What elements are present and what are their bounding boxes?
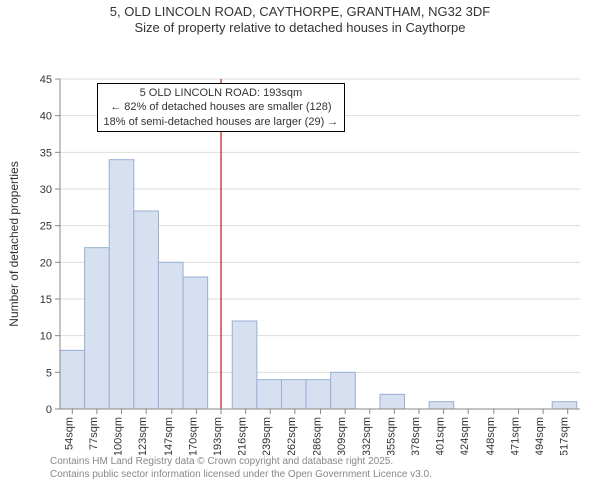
x-tick-label: 471sqm (509, 417, 521, 455)
x-tick-label: 309sqm (336, 417, 348, 455)
histogram-chart: 0 5 10 15 20 25 30 35 40 45 54sqm 77sqm 100sqm 123sqm… (0, 35, 600, 455)
y-tick-label: 25 (40, 221, 52, 233)
annotation-line-2: ← 82% of detached houses are smaller (12… (104, 100, 339, 114)
histogram-bar (134, 211, 159, 409)
histogram-bar (281, 380, 306, 409)
histogram-bar (158, 263, 183, 410)
x-tick-label: 262sqm (286, 417, 298, 455)
x-tick-label: 77sqm (88, 417, 100, 450)
histogram-bar (552, 402, 577, 409)
page-title-line-2: Size of property relative to detached ho… (0, 20, 600, 36)
annotation-line-3: 18% of semi-detached houses are larger (… (104, 115, 339, 129)
y-tick-label: 20 (40, 258, 52, 270)
histogram-bar (257, 380, 282, 409)
annotation-line-1: 5 OLD LINCOLN ROAD: 193sqm (104, 86, 339, 100)
x-tick-label: 286sqm (312, 417, 324, 455)
y-tick-label: 5 (46, 368, 52, 380)
y-tick-label: 45 (40, 74, 52, 86)
x-tick-label: 378sqm (410, 417, 422, 455)
page-title-line-1: 5, OLD LINCOLN ROAD, CAYTHORPE, GRANTHAM… (0, 0, 600, 20)
y-tick-label: 40 (40, 111, 52, 123)
x-tick-label: 424sqm (459, 417, 471, 455)
histogram-bar (60, 351, 85, 410)
x-tick-label: 517sqm (559, 417, 571, 455)
histogram-bar (429, 402, 454, 409)
histogram-bar (380, 395, 405, 410)
x-tick-label: 216sqm (237, 417, 249, 455)
histogram-bar (331, 373, 356, 410)
x-tick-label: 401sqm (435, 417, 447, 455)
x-tick-label: 448sqm (485, 417, 497, 455)
histogram-bar (109, 160, 134, 409)
x-tick-label: 332sqm (361, 417, 373, 455)
x-tick-label: 494sqm (534, 417, 546, 455)
x-tick-label: 100sqm (113, 417, 125, 455)
y-tick-label: 10 (40, 331, 52, 343)
footer-line-1: Contains HM Land Registry data © Crown c… (0, 455, 600, 468)
x-tick-label: 123sqm (137, 417, 149, 455)
annotation-box: 5 OLD LINCOLN ROAD: 193sqm ← 82% of deta… (97, 83, 346, 132)
y-tick-label: 0 (46, 404, 52, 416)
histogram-bar (183, 277, 208, 409)
x-tick-label: 193sqm (212, 417, 224, 455)
y-tick-label: 15 (40, 294, 52, 306)
y-tick-label: 30 (40, 184, 52, 196)
histogram-bar (232, 321, 257, 409)
histogram-bar (85, 248, 110, 409)
footer-line-2: Contains public sector information licen… (0, 468, 600, 481)
y-tick-label: 35 (40, 148, 52, 160)
x-tick-label: 355sqm (385, 417, 397, 455)
x-tick-label: 54sqm (63, 417, 75, 450)
x-tick-label: 239sqm (261, 417, 273, 455)
y-axis-label: Number of detached properties (7, 161, 21, 326)
x-tick-label: 147sqm (163, 417, 175, 455)
x-tick-label: 170sqm (187, 417, 199, 455)
histogram-bar (306, 380, 331, 409)
